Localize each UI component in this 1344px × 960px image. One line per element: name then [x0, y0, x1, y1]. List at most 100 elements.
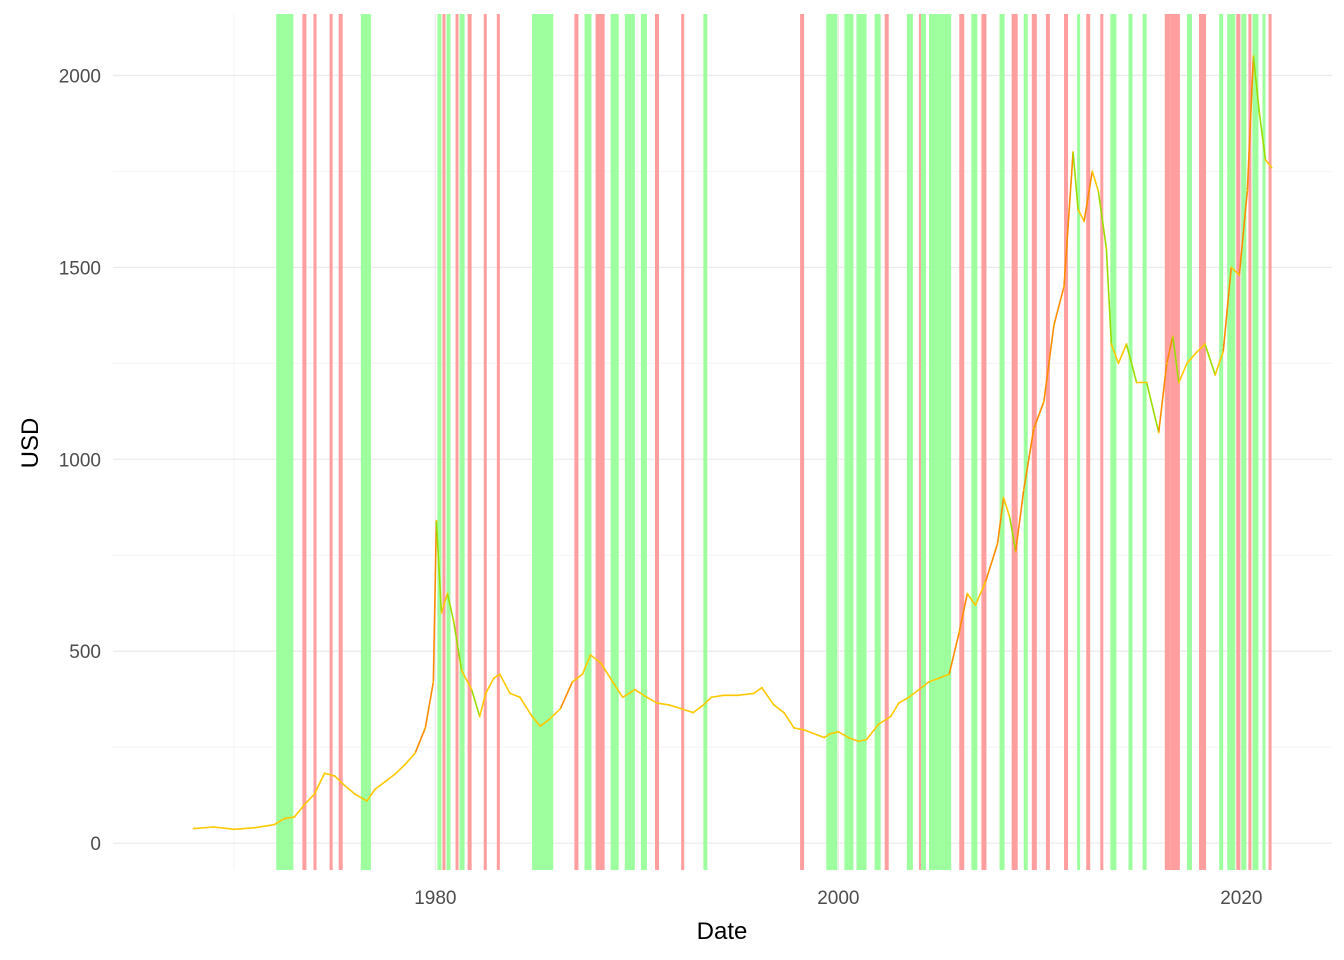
data-point [1145, 381, 1148, 384]
data-point [783, 711, 785, 714]
price-segment [323, 772, 336, 777]
data-point [1258, 112, 1261, 115]
price-segment [1072, 151, 1079, 211]
price-segment [889, 702, 900, 718]
price-segment [460, 669, 473, 691]
data-point [837, 730, 840, 733]
price-segment [589, 654, 602, 664]
data-point [440, 611, 443, 614]
data-point [509, 692, 511, 695]
price-segment [1063, 151, 1074, 288]
falling-band [1199, 14, 1207, 870]
price-segment [1204, 343, 1216, 376]
falling-band [313, 14, 317, 870]
rising-band [459, 14, 465, 870]
falling-band [483, 14, 487, 870]
data-point [470, 688, 473, 691]
data-point [484, 692, 487, 695]
falling-band [681, 14, 685, 870]
rising-band [844, 14, 854, 870]
price-segment [1008, 516, 1017, 553]
price-segment [539, 719, 550, 727]
price-segment [1022, 427, 1035, 491]
y-tick-label: 0 [90, 834, 101, 855]
rising-band [584, 14, 592, 870]
falling-band [1011, 14, 1018, 870]
data-point [1222, 350, 1225, 353]
falling-band [1031, 14, 1037, 870]
price-segment [710, 694, 725, 699]
falling-band [496, 14, 500, 870]
data-point [813, 732, 816, 735]
data-point [633, 688, 636, 691]
price-segment [470, 688, 481, 718]
price-segment [333, 775, 346, 787]
data-point [621, 696, 624, 699]
data-point [1204, 343, 1206, 346]
x-tick-label: 2020 [1220, 888, 1262, 909]
data-point [958, 631, 961, 633]
rising-band [1227, 14, 1236, 870]
y-tick-labels: 0 500 1000 1500 2000 [59, 66, 101, 855]
data-point [1238, 274, 1241, 276]
price-segment [343, 784, 356, 795]
data-point [692, 711, 695, 714]
data-point [1077, 208, 1080, 211]
price-segment [974, 581, 987, 606]
falling-band [655, 14, 660, 870]
data-point [539, 725, 542, 727]
falling-band [1248, 14, 1252, 870]
price-segment [435, 519, 443, 614]
price-segment [680, 707, 695, 714]
price-segment [1196, 343, 1206, 353]
data-point [772, 704, 775, 706]
data-point [702, 704, 705, 706]
data-point [432, 681, 435, 683]
rising-band [1128, 14, 1133, 870]
data-point [1063, 285, 1065, 288]
falling-band [918, 14, 921, 870]
price-segment [621, 688, 636, 699]
data-point [889, 715, 892, 718]
data-point [581, 673, 584, 676]
gridlines [113, 14, 1332, 870]
price-segment [898, 696, 910, 704]
falling-band [467, 14, 472, 870]
data-point [736, 694, 739, 697]
price-segment [877, 715, 892, 725]
price-segment [366, 788, 376, 802]
price-segment [1222, 266, 1233, 353]
price-segment [212, 826, 235, 831]
price-segment [547, 707, 562, 722]
data-point [907, 696, 910, 699]
data-point [1214, 373, 1217, 376]
data-point [394, 773, 396, 775]
price-segment [1125, 343, 1138, 384]
data-point [599, 661, 602, 664]
price-segment [634, 688, 648, 699]
price-segment [1172, 335, 1180, 384]
data-point [897, 702, 900, 704]
data-point [918, 688, 920, 691]
data-point [803, 728, 806, 731]
rising-band [1186, 14, 1192, 870]
price-segment [958, 592, 969, 633]
data-point [303, 803, 306, 806]
price-segment [192, 826, 215, 830]
data-point [1171, 335, 1174, 338]
falling-band [1164, 14, 1171, 870]
rising-band [1262, 14, 1266, 870]
data-point [1008, 515, 1011, 518]
rising-band [999, 14, 1005, 870]
data-point [823, 736, 826, 739]
falling-band [302, 14, 307, 870]
price-segment [857, 738, 868, 743]
rising-band [874, 14, 881, 870]
price-segment [440, 592, 449, 614]
data-point [253, 826, 255, 829]
data-point [519, 696, 521, 699]
price-segment [1083, 170, 1094, 223]
falling-band [800, 14, 805, 870]
data-point [404, 763, 407, 766]
data-point [478, 715, 481, 718]
